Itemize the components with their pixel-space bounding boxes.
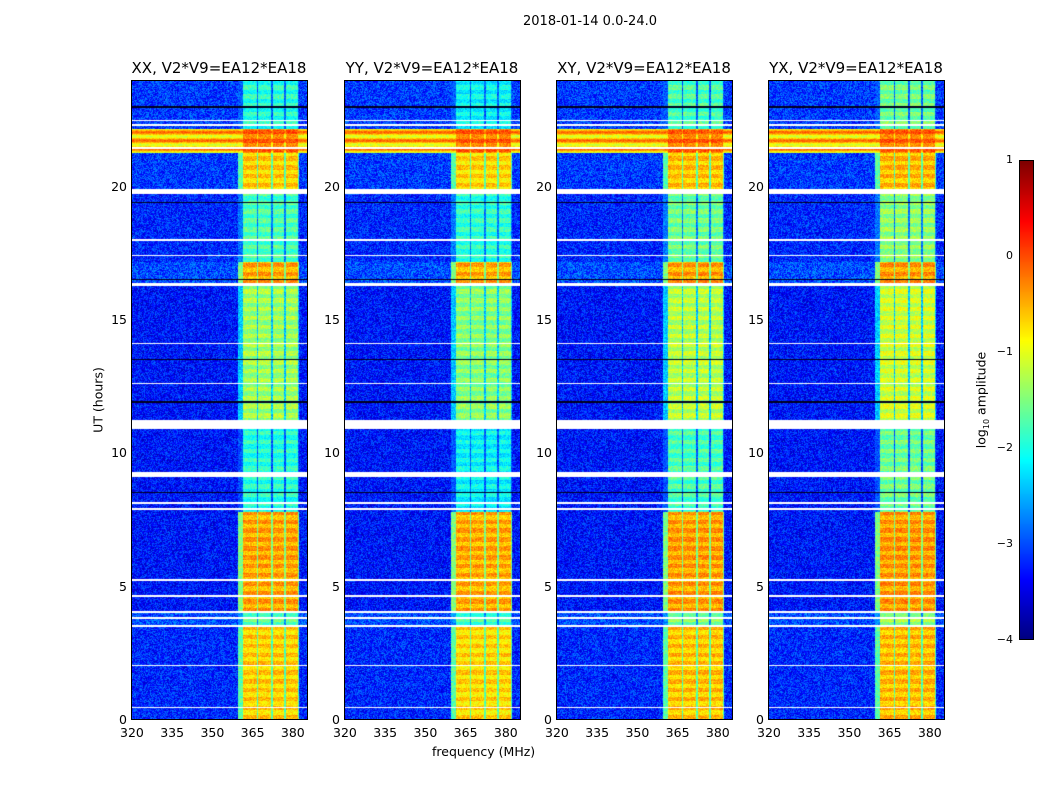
panel-title: XY, V2*V9=EA12*EA18 (557, 59, 731, 77)
x-tick-label: 350 (200, 725, 225, 740)
colorbar (1019, 160, 1034, 640)
y-axis-label: UT (hours) (90, 367, 106, 433)
x-tick-label: 380 (705, 725, 730, 740)
panel-title: YY, V2*V9=EA12*EA18 (345, 59, 519, 77)
x-tick-label: 365 (240, 725, 265, 740)
colorbar-tick-label: −1 (996, 345, 1013, 358)
x-tick-label: 320 (545, 725, 569, 740)
panel-title: YX, V2*V9=EA12*EA18 (769, 59, 943, 77)
y-tick-label: 15 (324, 312, 340, 327)
x-tick-label: 365 (453, 725, 478, 740)
y-tick-label: 10 (324, 445, 340, 461)
y-tick-label: 0 (119, 712, 127, 727)
y-tick-label: 5 (119, 578, 127, 594)
y-tick-label: 10 (748, 445, 764, 461)
spectrogram-panel (131, 80, 308, 720)
y-tick-label: 20 (324, 178, 340, 194)
colorbar-tick-label: −4 (996, 633, 1013, 646)
heatmap-image (769, 81, 944, 719)
y-tick-label: 20 (748, 178, 764, 194)
y-tick-label: 5 (756, 578, 764, 594)
y-tick-label: 15 (111, 312, 127, 327)
panel-title: XX, V2*V9=EA12*EA18 (131, 59, 307, 77)
heatmap-image (132, 81, 307, 719)
colorbar-tick-label: 1 (1006, 153, 1013, 166)
x-tick-label: 320 (333, 725, 357, 740)
y-tick-label: 15 (536, 312, 552, 327)
colorbar-tick-label: −2 (996, 441, 1013, 454)
colorbar-tick-label: −3 (996, 537, 1013, 550)
x-axis-label: frequency (MHz) (432, 744, 536, 759)
x-tick-label: 320 (120, 725, 144, 740)
x-tick-label: 380 (493, 725, 518, 740)
y-tick-label: 20 (111, 178, 127, 194)
x-tick-label: 380 (280, 725, 305, 740)
y-tick-label: 10 (536, 445, 552, 461)
x-tick-label: 350 (837, 725, 862, 740)
x-tick-label: 335 (373, 725, 398, 740)
x-tick-label: 335 (797, 725, 822, 740)
x-tick-label: 380 (917, 725, 942, 740)
heatmap-image (557, 81, 732, 719)
y-tick-label: 20 (536, 178, 552, 194)
x-tick-label: 350 (413, 725, 438, 740)
x-tick-label: 335 (585, 725, 610, 740)
x-tick-label: 350 (625, 725, 650, 740)
spectrogram-panel (556, 80, 733, 720)
x-tick-label: 365 (877, 725, 902, 740)
y-tick-label: 10 (111, 445, 127, 461)
y-tick-label: 5 (332, 578, 340, 594)
y-tick-label: 0 (544, 712, 552, 727)
x-tick-label: 365 (665, 725, 690, 740)
colorbar-label: log10 amplitude (973, 351, 991, 449)
y-tick-label: 15 (748, 312, 764, 327)
y-tick-label: 0 (756, 712, 764, 727)
x-tick-label: 320 (757, 725, 781, 740)
heatmap-image (345, 81, 520, 719)
y-tick-label: 0 (332, 712, 340, 727)
y-tick-label: 5 (544, 578, 552, 594)
colorbar-tick-label: 0 (1006, 249, 1013, 262)
spectrogram-panel (344, 80, 521, 720)
figure-title: 2018-01-14 0.0-24.0 (523, 14, 657, 29)
spectrogram-panel (768, 80, 945, 720)
x-tick-label: 335 (160, 725, 185, 740)
